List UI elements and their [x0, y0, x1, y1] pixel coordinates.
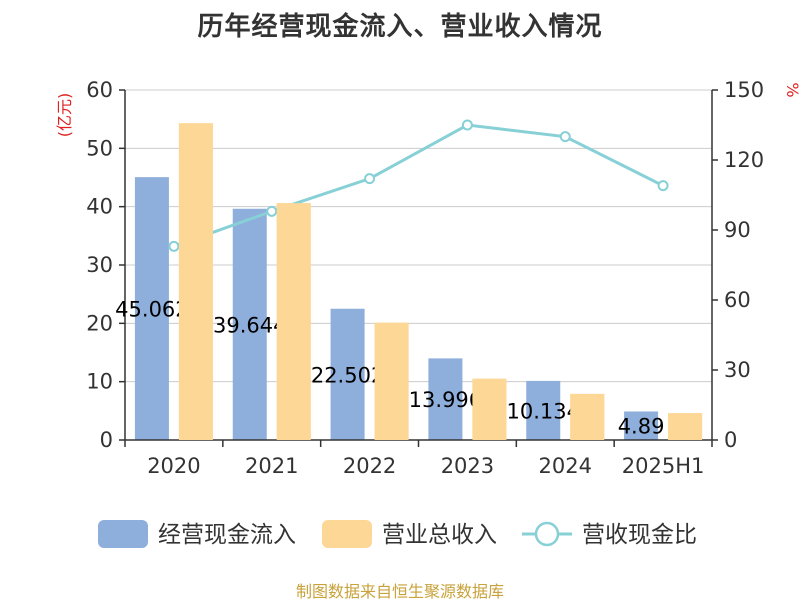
- y-left-tick-label: 20: [86, 311, 113, 335]
- ratio-point: [364, 173, 376, 185]
- bar-revenue-overlay: [178, 123, 213, 440]
- ratio-point: [266, 205, 278, 217]
- bar-cash-inflow: [624, 411, 659, 440]
- legend-cash-inflow: 经营现金流入: [98, 520, 296, 548]
- y-left-tick-label: 40: [86, 195, 113, 219]
- legend: 经营现金流入 营业总收入 营收现金比: [98, 520, 697, 548]
- bar-cash-inflow: [232, 208, 267, 440]
- data-label-cash-inflow: 4.89: [618, 415, 665, 439]
- ratio-point: [461, 119, 473, 131]
- bar-revenue-overlay: [570, 393, 605, 440]
- x-tick-label: 2025H1: [622, 454, 705, 478]
- chart-title: 历年经营现金流入、营业收入情况: [197, 12, 603, 42]
- legend-ratio: 营收现金比: [522, 521, 697, 548]
- y-right-unit: %: [783, 82, 800, 97]
- data-label-cash-inflow: 22.502: [311, 363, 384, 387]
- y-left-tick-label: 30: [86, 253, 113, 277]
- x-tick-label: 2022: [343, 454, 396, 478]
- x-tick-label: 2024: [539, 454, 592, 478]
- bar-revenue-overlay: [276, 203, 311, 440]
- data-label-cash-inflow: 39.644: [213, 313, 286, 337]
- y-left-tick-label: 50: [86, 136, 113, 160]
- bar-revenue-overlay: [668, 413, 703, 440]
- y-right-tick-label: 60: [724, 288, 751, 312]
- ratio-line: [168, 119, 669, 252]
- bar-cash-inflow: [428, 358, 463, 440]
- x-tick-label: 2020: [147, 454, 200, 478]
- data-label-cash-inflow: 13.996: [409, 388, 482, 412]
- bar-cash-inflow: [134, 177, 169, 440]
- y-right-tick-label: 90: [724, 218, 751, 242]
- data-labels: 45.062 39.644 22.502 13.996 10.134 4.89: [115, 123, 703, 440]
- ratio-polyline: [173, 123, 664, 248]
- y-right-tick-label: 150: [724, 78, 764, 102]
- y-left-tick-label: 0: [100, 428, 113, 452]
- bar-revenue-overlay: [472, 378, 507, 440]
- legend-cash-inflow-label: 经营现金流入: [158, 522, 296, 548]
- bar-revenue-overlay: [374, 322, 409, 440]
- legend-ratio-label: 营收现金比: [582, 522, 697, 548]
- y-right-tick-label: 0: [724, 428, 737, 452]
- legend-ratio-swatch-marker: [534, 521, 560, 547]
- legend-revenue: 营业总收入: [322, 520, 497, 548]
- y-left-unit: (亿元): [55, 93, 74, 138]
- legend-revenue-label: 营业总收入: [382, 522, 497, 548]
- data-label-cash-inflow: 10.134: [507, 399, 580, 423]
- x-tick-label: 2023: [441, 454, 494, 478]
- legend-revenue-swatch: [322, 520, 372, 548]
- axes: 0 10 20 30 40 50 60 0 30 60 90 120 150 2020 2021 2022 20…: [55, 78, 800, 478]
- y-right-tick-label: 120: [724, 148, 764, 172]
- ratio-point: [168, 240, 180, 252]
- legend-cash-inflow-swatch: [98, 520, 148, 548]
- y-right-tick-label: 30: [724, 358, 751, 382]
- bar-cash-inflow: [330, 308, 365, 440]
- data-label-cash-inflow: 45.062: [115, 298, 188, 322]
- y-left-tick-label: 10: [86, 370, 113, 394]
- x-tick-label: 2021: [245, 454, 298, 478]
- bar-cash-inflow: [526, 380, 561, 440]
- ratio-point: [559, 131, 571, 143]
- ratio-point: [657, 180, 669, 192]
- source-note: 制图数据来自恒生聚源数据库: [295, 582, 504, 601]
- y-left-tick-label: 60: [86, 78, 113, 102]
